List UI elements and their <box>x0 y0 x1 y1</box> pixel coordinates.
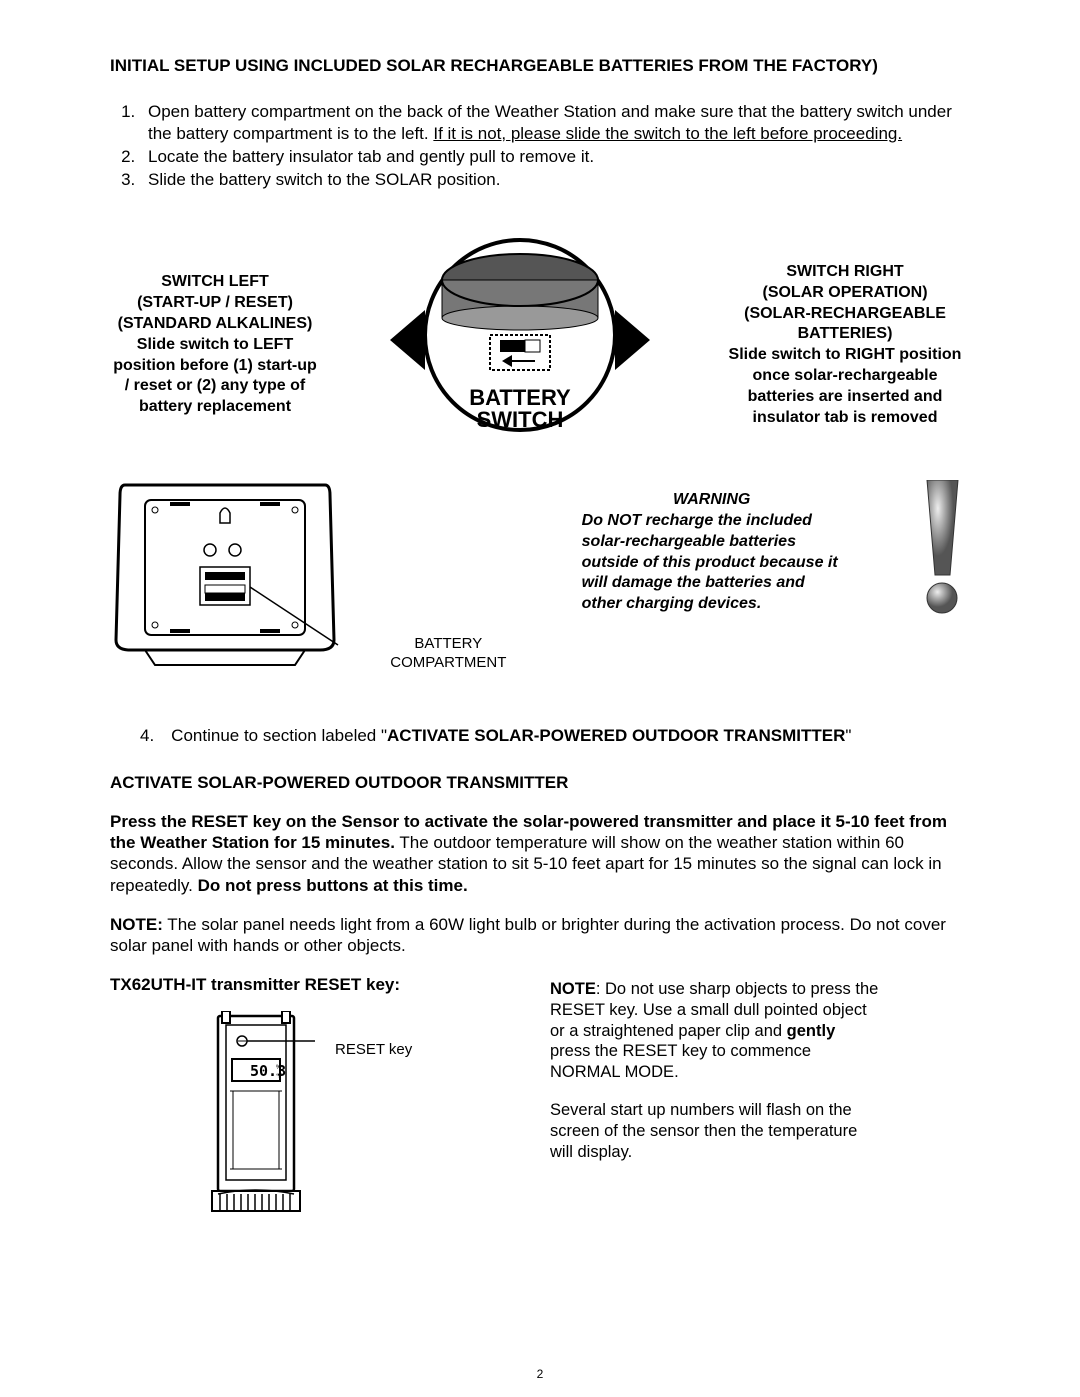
transmitter-right-notes: NOTE: Do not use sharp objects to press … <box>550 979 880 1162</box>
warning-block: WARNING Do NOT recharge the included sol… <box>582 490 842 615</box>
tx-note-label: NOTE <box>550 980 596 998</box>
battery-switch-diagram-row: SWITCH LEFT (START-UP / RESET) (STANDARD… <box>110 235 970 455</box>
tx-heading: TX62UTH-IT transmitter RESET key: <box>110 974 490 995</box>
switch-left-title3: (STANDARD ALKALINES) <box>110 314 320 335</box>
battery-switch-diagram: BATTERY SWITCH <box>390 235 650 455</box>
battery-compartment-label: BATTERY COMPARTMENT <box>388 635 508 673</box>
switch-right-body: Slide switch to RIGHT position once sola… <box>720 345 970 428</box>
page-number: 2 <box>537 1367 544 1382</box>
svg-text:SWITCH: SWITCH <box>477 407 564 432</box>
step-3: Slide the battery switch to the SOLAR po… <box>140 169 970 190</box>
setup-steps-list: Open battery compartment on the back of … <box>110 101 970 190</box>
switch-right-label: SWITCH RIGHT (SOLAR OPERATION) (SOLAR-RE… <box>720 262 970 428</box>
step4-prefix: 4. Continue to section labeled " <box>140 726 387 745</box>
step-1-text-underlined: If it is not, please slide the switch to… <box>433 124 902 143</box>
switch-right-title1: SWITCH RIGHT <box>720 262 970 283</box>
activate-p1-bold2: Do not press buttons at this time. <box>198 876 468 895</box>
tx-note-p1: NOTE: Do not use sharp objects to press … <box>550 979 880 1082</box>
switch-right-title3: (SOLAR-RECHARGEABLE BATTERIES) <box>720 304 970 346</box>
page-title: INITIAL SETUP USING INCLUDED SOLAR RECHA… <box>110 55 970 76</box>
activate-note-body: The solar panel needs light from a 60W l… <box>110 915 946 955</box>
switch-left-title1: SWITCH LEFT <box>110 272 320 293</box>
step-4: 4. Continue to section labeled "ACTIVATE… <box>140 725 970 746</box>
svg-text:°F: °F <box>276 1074 282 1080</box>
transmitter-diagram: 50.3 % °F <box>200 1011 315 1221</box>
transmitter-left: TX62UTH-IT transmitter RESET key: <box>110 974 490 1220</box>
activate-heading: ACTIVATE SOLAR-POWERED OUTDOOR TRANSMITT… <box>110 772 970 793</box>
svg-text:%: % <box>276 1065 282 1071</box>
transmitter-row: TX62UTH-IT transmitter RESET key: <box>110 974 970 1220</box>
exclamation-icon <box>915 480 970 620</box>
activate-note: NOTE: The solar panel needs light from a… <box>110 914 970 957</box>
warning-body: Do NOT recharge the included solar-recha… <box>582 511 842 615</box>
switch-right-title2: (SOLAR OPERATION) <box>720 283 970 304</box>
tx-note-p2: Several start up numbers will flash on t… <box>550 1100 880 1162</box>
tx-note-bold: gently <box>787 1022 836 1040</box>
step-1: Open battery compartment on the back of … <box>140 101 970 144</box>
switch-left-title2: (START-UP / RESET) <box>110 293 320 314</box>
switch-left-body: Slide switch to LEFT position before (1)… <box>110 335 320 418</box>
switch-left-label: SWITCH LEFT (START-UP / RESET) (STANDARD… <box>110 272 320 418</box>
step4-bold: ACTIVATE SOLAR-POWERED OUTDOOR TRANSMITT… <box>387 726 845 745</box>
station-warning-row: BATTERY COMPARTMENT WARNING Do NOT recha… <box>110 475 970 675</box>
warning-title: WARNING <box>582 490 842 511</box>
weather-station-back-diagram <box>110 475 340 675</box>
activate-note-label: NOTE: <box>110 915 163 934</box>
reset-key-label: RESET key <box>335 1041 412 1060</box>
step4-suffix: " <box>845 726 851 745</box>
tx-note-body2: press the RESET key to commence NORMAL M… <box>550 1042 811 1081</box>
step-2: Locate the battery insulator tab and gen… <box>140 146 970 167</box>
activate-paragraph-1: Press the RESET key on the Sensor to act… <box>110 811 970 896</box>
